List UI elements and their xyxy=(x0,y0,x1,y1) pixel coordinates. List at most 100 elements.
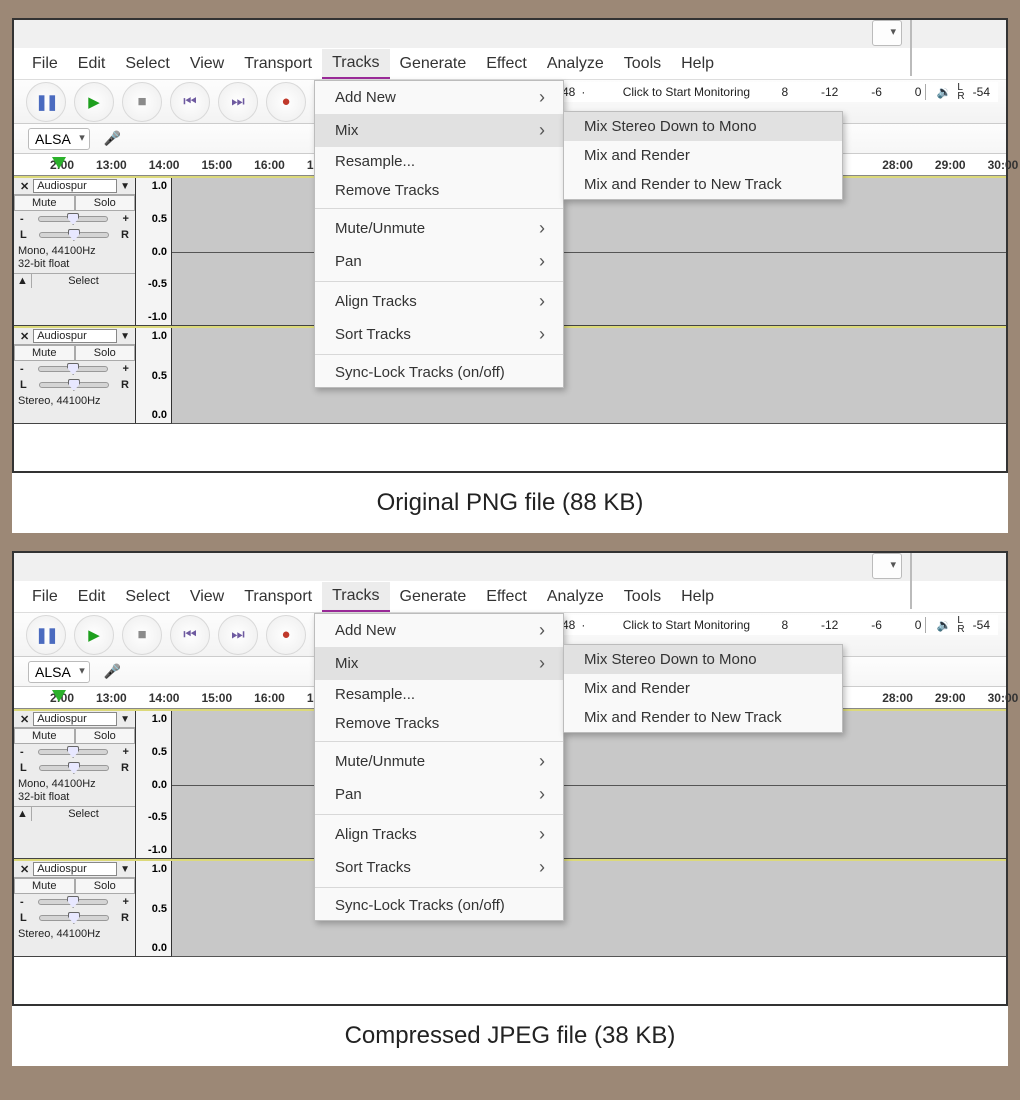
menu-transport[interactable]: Transport xyxy=(234,583,322,611)
menuitem-mute-unmute[interactable]: Mute/Unmute xyxy=(315,745,563,778)
menu-transport[interactable]: Transport xyxy=(234,50,322,78)
mute-button[interactable]: Mute xyxy=(14,345,75,361)
menuitem-sort-tracks[interactable]: Sort Tracks xyxy=(315,318,563,351)
gain-slider[interactable] xyxy=(38,366,108,372)
skip-start-button[interactable]: ⏮ xyxy=(170,82,210,122)
menu-help[interactable]: Help xyxy=(671,50,724,78)
menuitem-remove-tracks[interactable]: Remove Tracks xyxy=(315,176,563,205)
track-menu-button[interactable]: ▼ xyxy=(117,331,133,342)
recording-meter[interactable]: -48 · Click to Start Monitoring 8 -12 -6… xyxy=(558,82,998,102)
menuitem-mix-stereo-down-to-mono[interactable]: Mix Stereo Down to Mono xyxy=(564,112,842,141)
menuitem-align-tracks[interactable]: Align Tracks xyxy=(315,285,563,318)
track-2-waveform[interactable] xyxy=(172,861,1006,956)
menuitem-mix-and-render[interactable]: Mix and Render xyxy=(564,141,842,170)
device-combo-right[interactable] xyxy=(872,20,902,46)
skip-start-button[interactable]: ⏮ xyxy=(170,615,210,655)
stop-button[interactable]: ■ xyxy=(122,82,162,122)
track-name[interactable]: Audiospur xyxy=(33,329,117,343)
pause-button[interactable]: ❚❚ xyxy=(26,615,66,655)
track-2-waveform[interactable] xyxy=(172,328,1006,423)
pan-slider[interactable] xyxy=(39,915,109,921)
menuitem-pan[interactable]: Pan xyxy=(315,778,563,811)
menu-analyze[interactable]: Analyze xyxy=(537,583,614,611)
track-name[interactable]: Audiospur xyxy=(33,179,117,193)
pan-slider[interactable] xyxy=(39,232,109,238)
track-select-button[interactable]: Select xyxy=(32,274,135,288)
mute-button[interactable]: Mute xyxy=(14,878,75,894)
menu-tracks[interactable]: Tracks xyxy=(322,49,389,79)
track-close-button[interactable]: ✕ xyxy=(16,330,33,343)
menuitem-remove-tracks[interactable]: Remove Tracks xyxy=(315,709,563,738)
menu-file[interactable]: File xyxy=(22,583,68,611)
menuitem-mute-unmute[interactable]: Mute/Unmute xyxy=(315,212,563,245)
track-1-waveform[interactable] xyxy=(172,178,1006,325)
menuitem-mix[interactable]: Mix xyxy=(315,114,563,147)
track-close-button[interactable]: ✕ xyxy=(16,863,33,876)
pan-slider[interactable] xyxy=(39,382,109,388)
menu-effect[interactable]: Effect xyxy=(476,50,537,78)
menuitem-sort-tracks[interactable]: Sort Tracks xyxy=(315,851,563,884)
play-button[interactable]: ▶ xyxy=(74,82,114,122)
record-button[interactable]: ● xyxy=(266,82,306,122)
menuitem-sync-lock-tracks-on-off-[interactable]: Sync-Lock Tracks (on/off) xyxy=(315,891,563,920)
mute-button[interactable]: Mute xyxy=(14,728,75,744)
track-close-button[interactable]: ✕ xyxy=(16,180,33,193)
skip-end-button[interactable]: ⏭ xyxy=(218,615,258,655)
track-collapse-button[interactable]: ▲ xyxy=(14,807,32,821)
pan-slider[interactable] xyxy=(39,765,109,771)
pause-button[interactable]: ❚❚ xyxy=(26,82,66,122)
menuitem-pan[interactable]: Pan xyxy=(315,245,563,278)
menuitem-mix-stereo-down-to-mono[interactable]: Mix Stereo Down to Mono xyxy=(564,645,842,674)
menuitem-mix-and-render-to-new-track[interactable]: Mix and Render to New Track xyxy=(564,170,842,199)
menu-select[interactable]: Select xyxy=(115,583,179,611)
mute-button[interactable]: Mute xyxy=(14,195,75,211)
menuitem-mix-and-render[interactable]: Mix and Render xyxy=(564,674,842,703)
menu-tools[interactable]: Tools xyxy=(614,50,671,78)
stop-button[interactable]: ■ xyxy=(122,615,162,655)
playhead-icon[interactable] xyxy=(52,690,66,702)
solo-button[interactable]: Solo xyxy=(75,878,136,894)
menu-edit[interactable]: Edit xyxy=(68,583,116,611)
track-menu-button[interactable]: ▼ xyxy=(117,714,133,725)
track-menu-button[interactable]: ▼ xyxy=(117,864,133,875)
menuitem-align-tracks[interactable]: Align Tracks xyxy=(315,818,563,851)
playhead-icon[interactable] xyxy=(52,157,66,169)
menuitem-sync-lock-tracks-on-off-[interactable]: Sync-Lock Tracks (on/off) xyxy=(315,358,563,387)
track-collapse-button[interactable]: ▲ xyxy=(14,274,32,288)
recording-meter[interactable]: -48 · Click to Start Monitoring 8 -12 -6… xyxy=(558,615,998,635)
menuitem-mix[interactable]: Mix xyxy=(315,647,563,680)
track-name[interactable]: Audiospur xyxy=(33,712,117,726)
menu-view[interactable]: View xyxy=(180,50,234,78)
menu-edit[interactable]: Edit xyxy=(68,50,116,78)
menuitem-add-new[interactable]: Add New xyxy=(315,81,563,114)
menuitem-resample-[interactable]: Resample... xyxy=(315,147,563,176)
gain-slider[interactable] xyxy=(38,899,108,905)
skip-end-button[interactable]: ⏭ xyxy=(218,82,258,122)
menu-analyze[interactable]: Analyze xyxy=(537,50,614,78)
play-button[interactable]: ▶ xyxy=(74,615,114,655)
menu-tools[interactable]: Tools xyxy=(614,583,671,611)
track-select-button[interactable]: Select xyxy=(32,807,135,821)
track-menu-button[interactable]: ▼ xyxy=(117,181,133,192)
device-combo-right[interactable] xyxy=(872,553,902,579)
menu-file[interactable]: File xyxy=(22,50,68,78)
menu-select[interactable]: Select xyxy=(115,50,179,78)
audio-host-combo[interactable]: ALSA xyxy=(28,661,90,683)
gain-slider[interactable] xyxy=(38,749,108,755)
menu-generate[interactable]: Generate xyxy=(390,50,477,78)
audio-host-combo[interactable]: ALSA xyxy=(28,128,90,150)
gain-slider[interactable] xyxy=(38,216,108,222)
record-button[interactable]: ● xyxy=(266,615,306,655)
menu-effect[interactable]: Effect xyxy=(476,583,537,611)
menuitem-add-new[interactable]: Add New xyxy=(315,614,563,647)
track-close-button[interactable]: ✕ xyxy=(16,713,33,726)
track-1-waveform[interactable] xyxy=(172,711,1006,858)
menuitem-resample-[interactable]: Resample... xyxy=(315,680,563,709)
solo-button[interactable]: Solo xyxy=(75,195,136,211)
menuitem-mix-and-render-to-new-track[interactable]: Mix and Render to New Track xyxy=(564,703,842,732)
track-name[interactable]: Audiospur xyxy=(33,862,117,876)
menu-view[interactable]: View xyxy=(180,583,234,611)
menu-generate[interactable]: Generate xyxy=(390,583,477,611)
menu-tracks[interactable]: Tracks xyxy=(322,582,389,612)
solo-button[interactable]: Solo xyxy=(75,345,136,361)
